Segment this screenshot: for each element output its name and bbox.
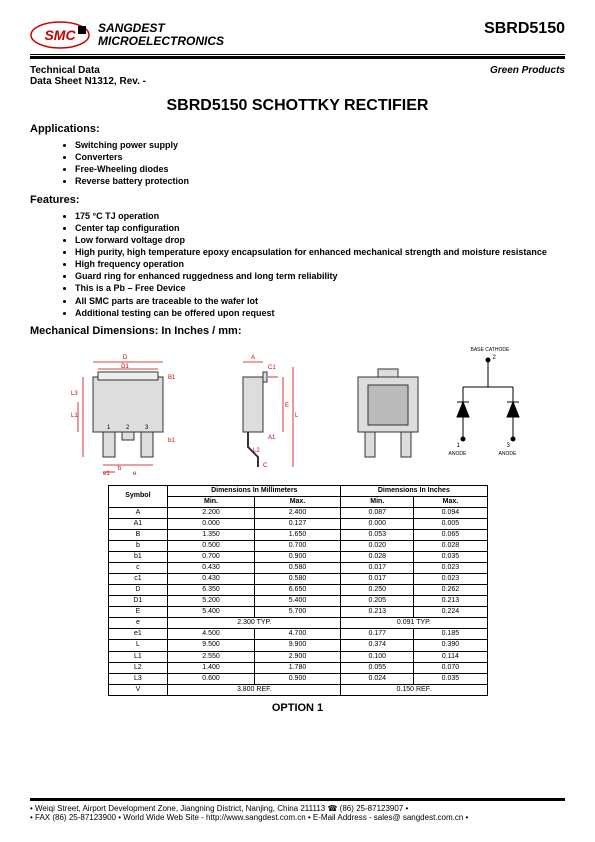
dimensions-table-wrap: Symbol Dimensions In Millimeters Dimensi… <box>30 485 565 696</box>
table-row: b0.5000.7000.0200.028 <box>108 541 487 552</box>
col-in: Dimensions In Inches <box>341 485 487 496</box>
list-item: 175 °C TJ operation <box>75 210 565 222</box>
list-item: Low forward voltage drop <box>75 234 565 246</box>
list-item: Converters <box>75 151 565 163</box>
table-row: e2.300 TYP.0.091 TYP. <box>108 618 487 629</box>
table-row: A10.0000.1270.0000.005 <box>108 518 487 529</box>
table-row: E5.4005.7000.2130.224 <box>108 607 487 618</box>
list-item: Guard ring for enhanced ruggedness and l… <box>75 270 565 282</box>
company-logo: SMC <box>30 20 90 50</box>
footer-line1: • Weiqi Street, Airport Development Zone… <box>30 804 565 813</box>
col-symbol: Symbol <box>108 485 168 507</box>
applications-list: Switching power supply Converters Free-W… <box>75 139 565 188</box>
table-row: c10.4300.5800.0170.023 <box>108 574 487 585</box>
anode2-label: ANODE <box>499 451 517 457</box>
subheader: Technical Data Data Sheet N1312, Rev. - … <box>30 65 565 87</box>
col-in-max: Max. <box>414 496 487 507</box>
package-side-view: A C1 A1 E L L2 C <box>203 347 333 477</box>
col-in-min: Min. <box>341 496 414 507</box>
svg-text:b1: b1 <box>168 438 175 444</box>
svg-text:L1: L1 <box>71 413 78 419</box>
svg-text:b: b <box>118 466 122 472</box>
datasheet-rev: Data Sheet N1312, Rev. - <box>30 76 146 87</box>
part-number: SBRD5150 <box>484 20 565 38</box>
applications-heading: Applications: <box>30 123 565 135</box>
table-row: L9.5009.9000.3740.390 <box>108 640 487 651</box>
list-item: Free-Wheeling diodes <box>75 163 565 175</box>
svg-text:D1: D1 <box>121 364 129 370</box>
col-mm-max: Max. <box>254 496 340 507</box>
list-item: High purity, high temperature epoxy enca… <box>75 246 565 258</box>
footer-line2: • FAX (86) 25-87123900 • World Wide Web … <box>30 813 565 822</box>
mechanical-heading: Mechanical Dimensions: In Inches / mm: <box>30 325 565 337</box>
features-list: 175 °C TJ operation Center tap configura… <box>75 210 565 319</box>
features-heading: Features: <box>30 194 565 206</box>
mechanical-diagrams: D D1 B1 L3 L1 b1 b e e1 1 2 3 <box>30 347 565 477</box>
pin2-label: 2 <box>493 355 496 361</box>
table-row: c0.4300.5800.0170.023 <box>108 563 487 574</box>
svg-text:D: D <box>122 355 127 361</box>
option-label: OPTION 1 <box>30 702 565 714</box>
dimensions-table: Symbol Dimensions In Millimeters Dimensi… <box>108 485 488 696</box>
company-name: SANGDEST MICROELECTRONICS <box>98 22 224 48</box>
col-mm: Dimensions In Millimeters <box>168 485 341 496</box>
table-row: D6.3506.6500.2500.262 <box>108 585 487 596</box>
svg-text:e: e <box>133 471 137 477</box>
table-row: B1.3501.6500.0530.065 <box>108 530 487 541</box>
pin1-label: 1 <box>457 443 460 449</box>
technical-data-label: Technical Data <box>30 65 146 76</box>
base-cathode-label: BASE CATHODE <box>471 347 510 353</box>
list-item: Switching power supply <box>75 139 565 151</box>
list-item: High frequency operation <box>75 258 565 270</box>
svg-text:B1: B1 <box>168 375 176 381</box>
svg-text:C: C <box>263 463 268 469</box>
header-rule <box>30 56 565 59</box>
table-row: D15.2005.4000.2050.213 <box>108 596 487 607</box>
svg-text:C1: C1 <box>268 365 276 371</box>
pin3-label: 3 <box>507 443 510 449</box>
schematic-diagram: BASE CATHODE 2 1 3 ANODE ANODE <box>443 347 533 477</box>
svg-text:e1: e1 <box>103 471 110 477</box>
col-mm-min: Min. <box>168 496 254 507</box>
page-title: SBRD5150 SCHOTTKY RECTIFIER <box>30 97 565 115</box>
table-row: L12.5502.9000.1000.114 <box>108 651 487 662</box>
subheader-left: Technical Data Data Sheet N1312, Rev. - <box>30 65 146 87</box>
page-header: SMC SANGDEST MICROELECTRONICS SBRD5150 <box>30 20 565 55</box>
anode1-label: ANODE <box>449 451 467 457</box>
table-row: b10.7000.9000.0280.035 <box>108 552 487 563</box>
page-footer: • Weiqi Street, Airport Development Zone… <box>30 798 565 822</box>
package-front-view: D D1 B1 L3 L1 b1 b e e1 1 2 3 <box>63 347 193 477</box>
list-item: This is a Pb – Free Device <box>75 282 565 294</box>
table-row: L21.4001.7800.0550.070 <box>108 662 487 673</box>
table-row: L30.6000.9000.0240.035 <box>108 673 487 684</box>
table-row: V3.800 REF.0.150 REF. <box>108 684 487 695</box>
header-left: SMC SANGDEST MICROELECTRONICS <box>30 20 224 50</box>
svg-text:SMC: SMC <box>44 27 76 43</box>
list-item: Reverse battery protection <box>75 175 565 187</box>
table-row: e14.5004.7000.1770.185 <box>108 629 487 640</box>
svg-text:L: L <box>295 413 299 419</box>
svg-text:L2: L2 <box>253 448 260 454</box>
svg-text:A1: A1 <box>268 435 276 441</box>
green-products-label: Green Products <box>490 65 565 87</box>
table-header-row: Symbol Dimensions In Millimeters Dimensi… <box>108 485 487 496</box>
svg-text:L3: L3 <box>71 391 78 397</box>
table-row: A2.2002.4000.0870.094 <box>108 507 487 518</box>
package-back-view <box>343 347 433 477</box>
company-line2: MICROELECTRONICS <box>98 35 224 48</box>
list-item: Additional testing can be offered upon r… <box>75 307 565 319</box>
svg-text:A: A <box>251 355 255 361</box>
svg-text:E: E <box>285 403 289 409</box>
list-item: All SMC parts are traceable to the wafer… <box>75 295 565 307</box>
list-item: Center tap configuration <box>75 222 565 234</box>
